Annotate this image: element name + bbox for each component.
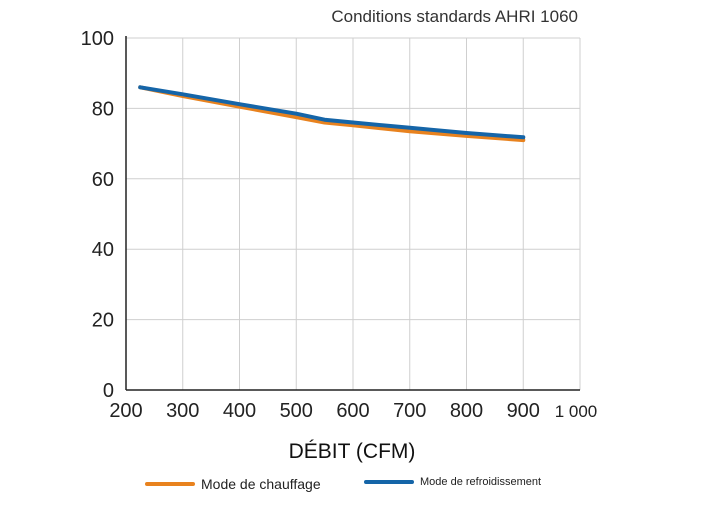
y-tick-label: 40 [92, 239, 114, 261]
x-tick-label: 300 [166, 400, 199, 422]
legend-swatch-heating [145, 482, 195, 486]
legend-swatch-cooling [364, 480, 414, 484]
x-tick-label: 200 [109, 400, 142, 422]
x-tick-label: 800 [450, 400, 483, 422]
y-tick-labels: 0 20 40 60 80 100 [81, 28, 114, 402]
x-tick-label: 600 [336, 400, 369, 422]
y-tick-label: 100 [81, 28, 114, 50]
x-axis-label: DÉBIT (CFM) [289, 440, 416, 463]
x-tick-label: 500 [280, 400, 313, 422]
y-tick-label: 60 [92, 169, 114, 191]
grid [126, 37, 581, 390]
legend: Mode de chauffage Mode de refroidissemen… [0, 476, 706, 506]
x-tick-label: 900 [507, 400, 540, 422]
legend-item-heating: Mode de chauffage [145, 476, 321, 492]
y-tick-label: 0 [103, 380, 114, 402]
legend-label-cooling: Mode de refroidissement [420, 476, 542, 488]
series-layer [138, 85, 526, 143]
line-chart: 200 300 400 500 600 700 800 900 1 000 0 20 40 60 80 1… [81, 7, 598, 463]
axes [125, 36, 580, 391]
chart-title: Conditions standards AHRI 1060 [331, 7, 578, 26]
legend-item-cooling: Mode de refroidissement [364, 476, 541, 488]
legend-label-heating: Mode de chauffage [201, 476, 321, 492]
x-tick-label: 700 [393, 400, 426, 422]
y-tick-label: 80 [92, 98, 114, 120]
y-tick-label: 20 [92, 310, 114, 332]
x-tick-label: 1 000 [555, 402, 598, 421]
series-line-1 [138, 85, 526, 140]
x-tick-label: 400 [223, 400, 256, 422]
x-tick-labels: 200 300 400 500 600 700 800 900 1 000 [109, 400, 597, 422]
